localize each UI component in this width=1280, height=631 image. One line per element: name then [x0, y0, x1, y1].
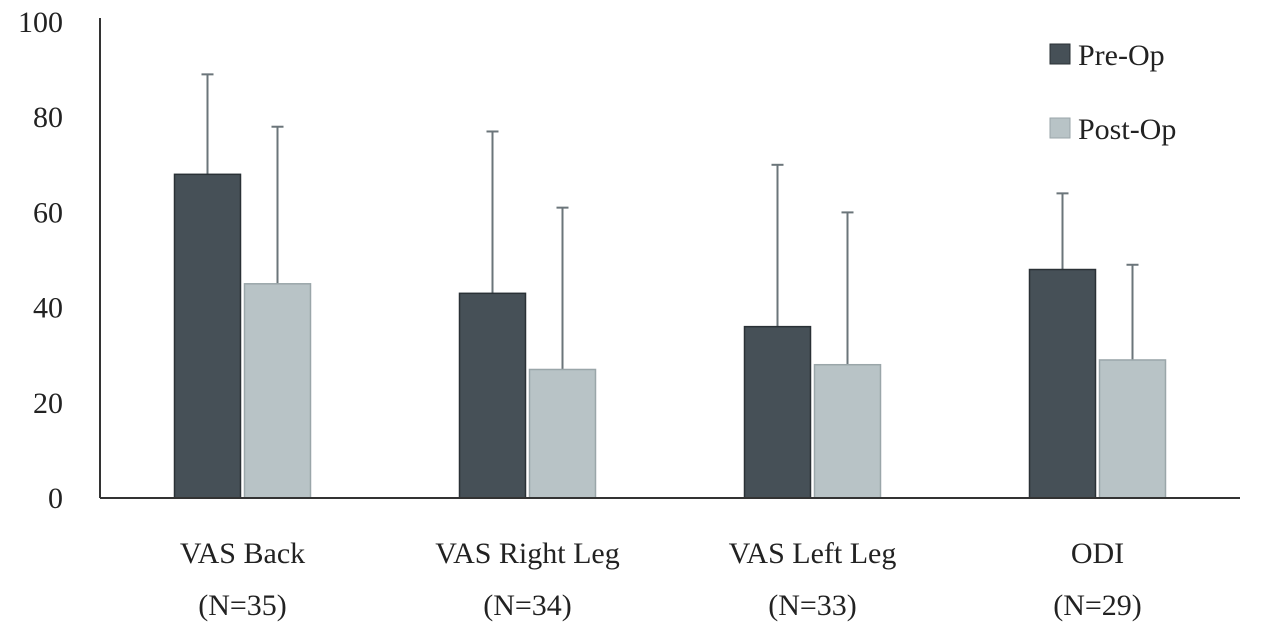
- y-tick-label: 100: [18, 6, 63, 39]
- legend-swatch-pre-op: [1049, 43, 1071, 65]
- x-category-label: VAS Left Leg: [729, 537, 897, 570]
- y-axis-tick-labels: 0 20 40 60 80 100: [18, 6, 63, 515]
- x-category-label: (N=29): [1053, 589, 1142, 622]
- x-category-label: VAS Back: [180, 537, 305, 570]
- bar-pre-op-2: [743, 325, 812, 499]
- bar-pre-op-1: [458, 292, 527, 499]
- bar-post-op-0: [243, 283, 312, 499]
- bar-post-op-3: [1098, 359, 1167, 499]
- legend-label-post-op: Post-Op: [1078, 113, 1176, 146]
- y-tick-label: 60: [33, 196, 63, 229]
- y-tick-label: 0: [48, 482, 63, 515]
- bar-pre-op-3: [1028, 268, 1097, 499]
- y-tick-label: 20: [33, 387, 63, 420]
- x-category-label: (N=33): [768, 589, 857, 622]
- bar-post-op-2: [813, 363, 882, 499]
- y-tick-label: 40: [33, 292, 63, 325]
- x-axis-category-labels: VAS Back (N=35) VAS Right Leg (N=34) VAS Lef…: [180, 537, 1142, 622]
- bars: [173, 173, 1167, 499]
- legend-swatch-post-op: [1049, 117, 1071, 139]
- legend-label-pre-op: Pre-Op: [1078, 39, 1165, 72]
- y-tick-label: 80: [33, 101, 63, 134]
- x-category-label: (N=34): [483, 589, 572, 622]
- legend: Pre-Op Post-Op: [1049, 39, 1176, 146]
- x-category-label: (N=35): [198, 589, 287, 622]
- x-category-label: VAS Right Leg: [435, 537, 619, 570]
- error-bars: [201, 73, 1139, 370]
- bar-pre-op-0: [173, 173, 242, 499]
- x-category-label: ODI: [1071, 537, 1124, 570]
- bar-post-op-1: [528, 368, 597, 499]
